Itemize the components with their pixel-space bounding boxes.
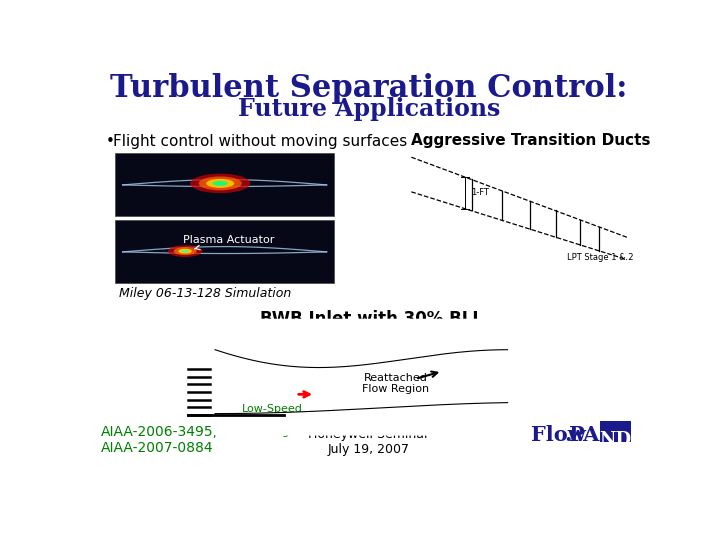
Text: Aggressive Transition Ducts: Aggressive Transition Ducts [411,132,651,147]
Ellipse shape [181,250,189,252]
Text: •: • [106,134,114,149]
Bar [115,220,334,284]
Ellipse shape [168,245,202,257]
Text: Reattached
Flow Region: Reattached Flow Region [362,373,430,394]
Ellipse shape [206,179,234,188]
Ellipse shape [190,174,251,193]
Text: Flight control without moving surfaces: Flight control without moving surfaces [113,134,408,149]
Text: 1-FT: 1-FT [472,188,490,198]
Text: PAC: PAC [570,425,616,445]
Ellipse shape [174,247,197,255]
Text: Flow: Flow [531,425,585,445]
Text: Turbulent Separation Control:: Turbulent Separation Control: [110,72,628,104]
Text: LPT Stage 1 & 2: LPT Stage 1 & 2 [567,253,633,262]
Text: Low-Speed
Separated
Flow Region: Low-Speed Separated Flow Region [239,403,306,437]
Ellipse shape [212,181,228,186]
Ellipse shape [179,249,192,253]
Ellipse shape [199,177,242,190]
Bar [115,153,334,217]
Text: .: . [564,425,572,445]
Text: Future Applications: Future Applications [238,97,500,121]
Text: ND: ND [599,430,631,449]
Text: BWB Inlet with 30% BLI: BWB Inlet with 30% BLI [260,309,478,328]
Text: Miley 06-13-128 Simulation: Miley 06-13-128 Simulation [119,287,291,300]
Text: AIAA-2006-3495,
AIAA-2007-0884: AIAA-2006-3495, AIAA-2007-0884 [101,425,218,455]
Text: Honeywell Seminar
July 19, 2007: Honeywell Seminar July 19, 2007 [308,428,430,456]
Text: Plasma Actuator: Plasma Actuator [184,235,275,249]
Bar [600,421,631,442]
